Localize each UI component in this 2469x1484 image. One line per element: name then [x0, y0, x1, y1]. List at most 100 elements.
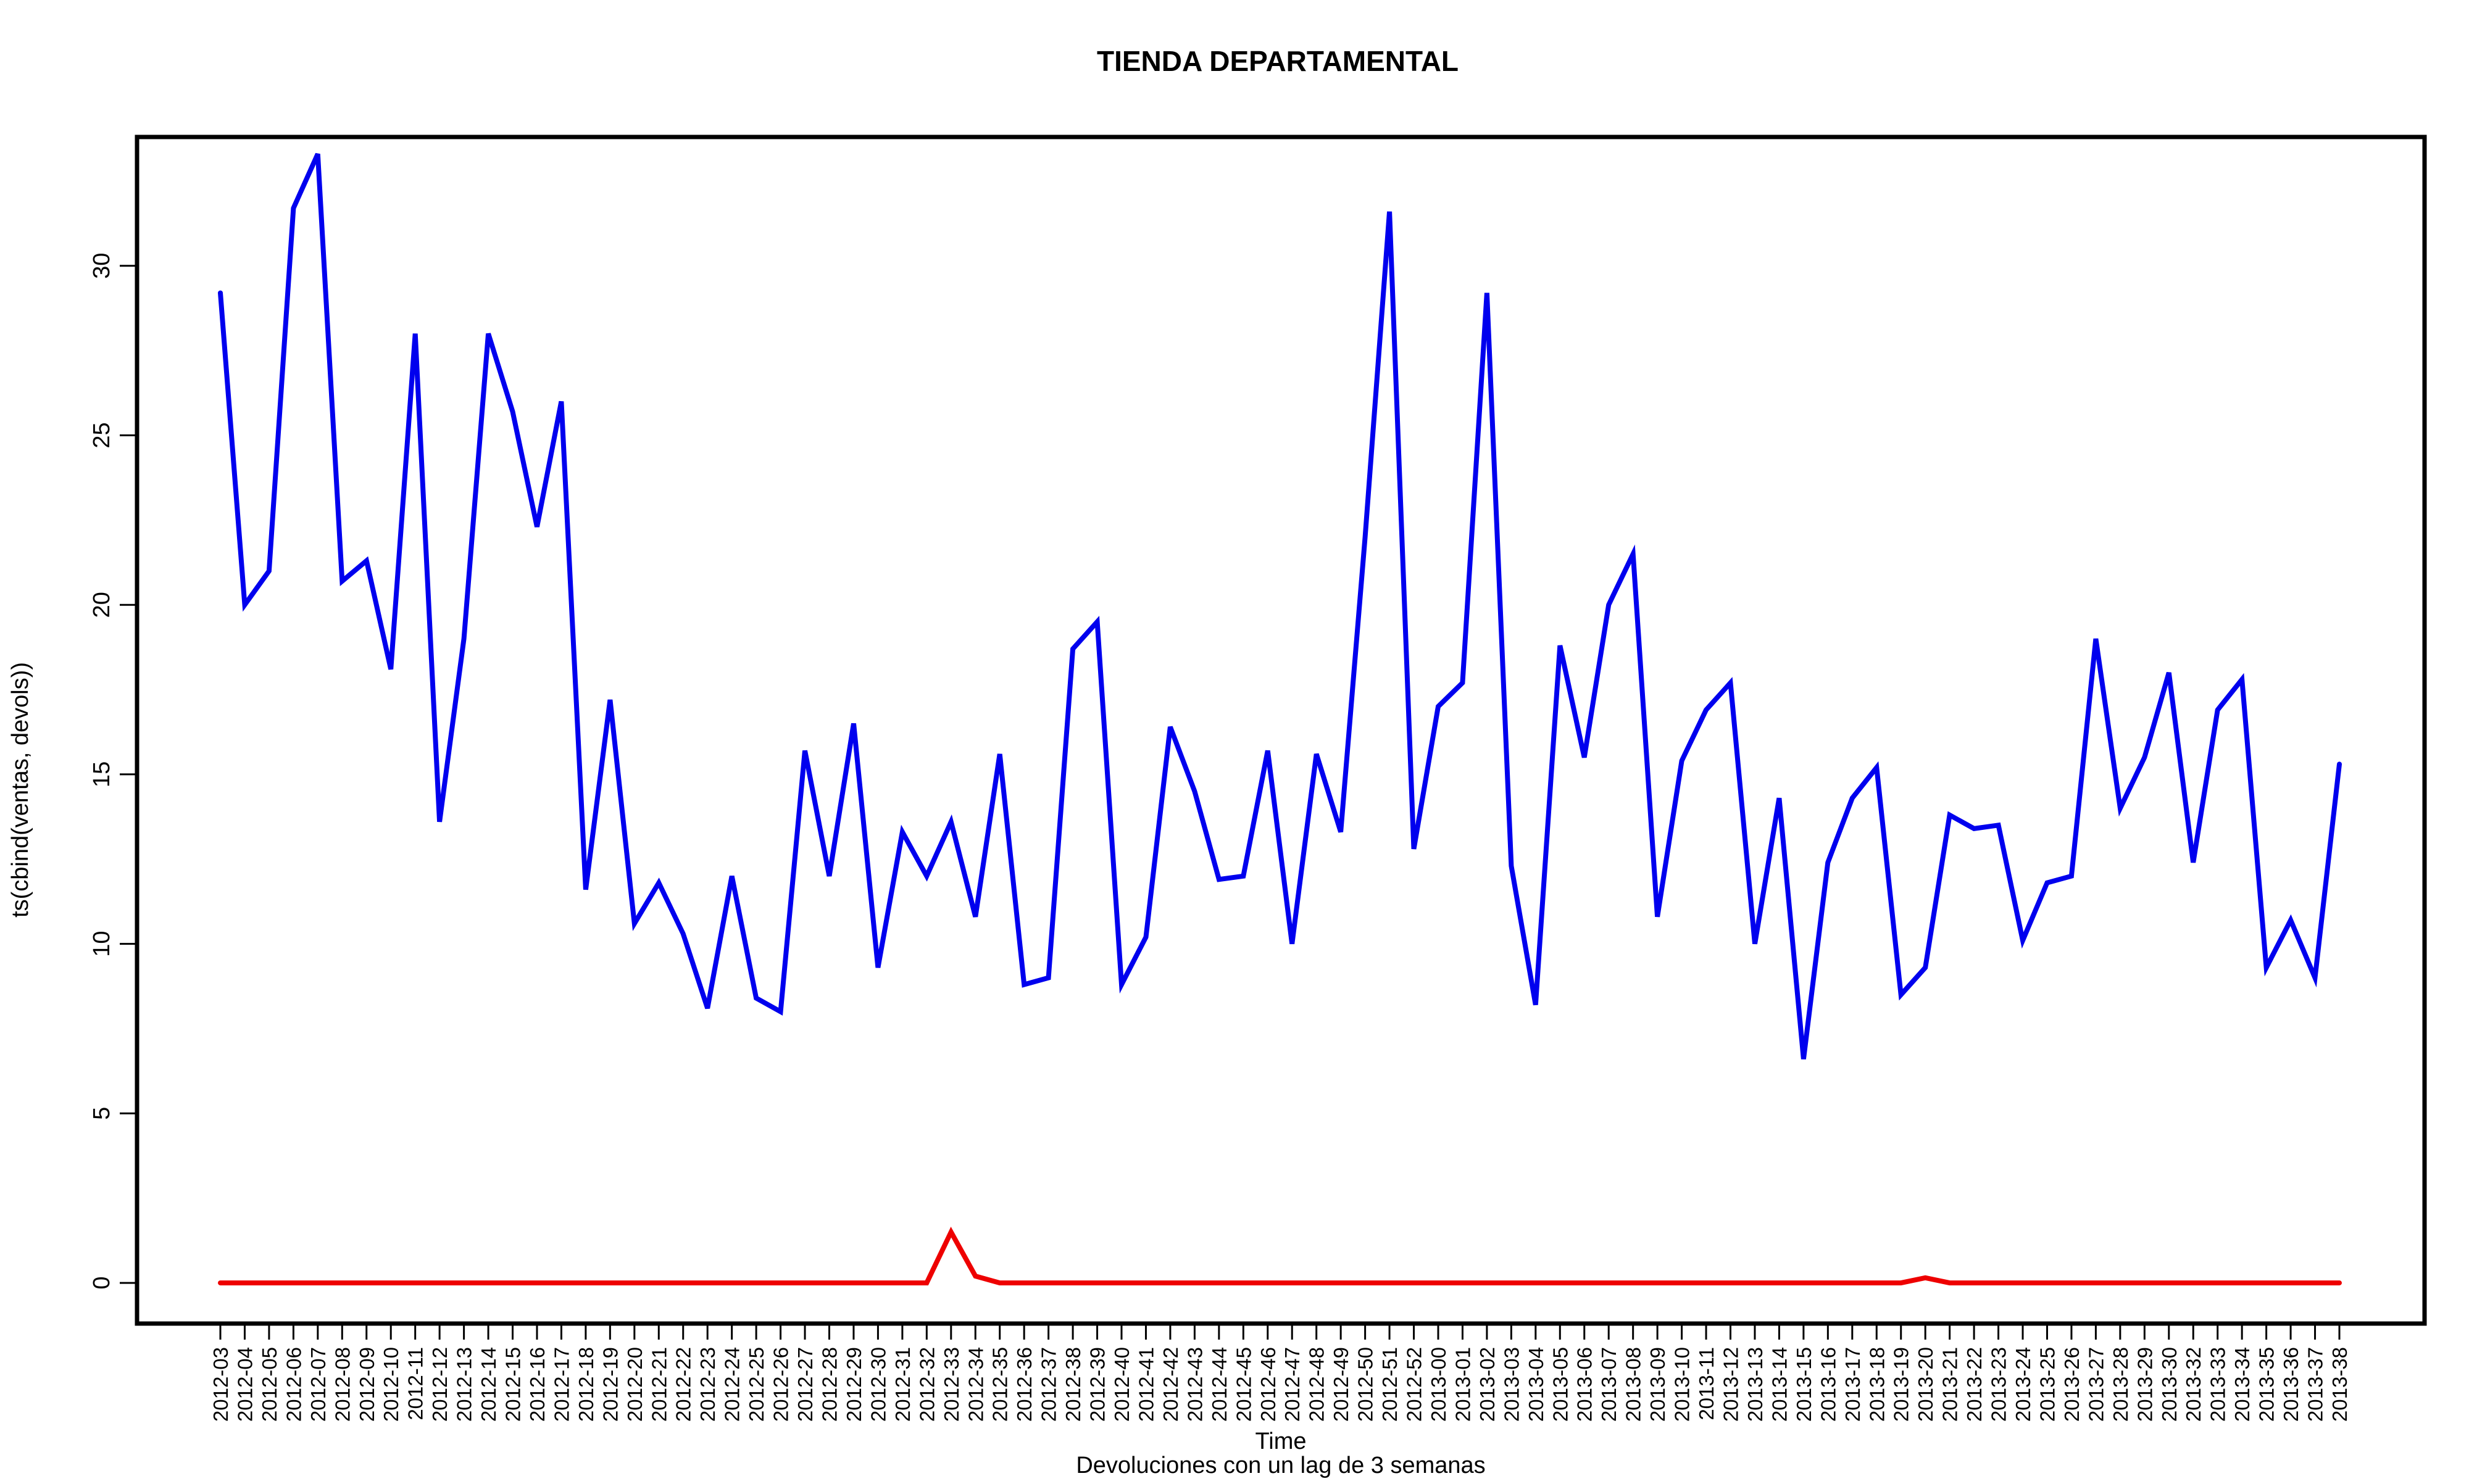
- x-tick-label: 2012-45: [1232, 1347, 1255, 1422]
- x-tick-label: 2012-52: [1403, 1347, 1426, 1422]
- x-tick-label: 2012-35: [989, 1347, 1012, 1422]
- x-tick-label: 2013-36: [2280, 1347, 2302, 1422]
- x-tick-label: 2012-51: [1378, 1347, 1401, 1422]
- x-tick-label: 2013-37: [2304, 1347, 2327, 1422]
- x-tick-label: 2012-40: [1110, 1347, 1133, 1422]
- x-tick-label: 2012-06: [282, 1347, 305, 1422]
- x-tick-label: 2012-12: [428, 1347, 451, 1422]
- x-tick-label: 2013-04: [1525, 1347, 1547, 1422]
- x-tick-label: 2013-13: [1744, 1347, 1767, 1422]
- x-tick-label: 2013-07: [1597, 1347, 1620, 1422]
- x-tick-label: 2012-50: [1354, 1347, 1377, 1422]
- x-tick-label: 2013-28: [2109, 1347, 2132, 1422]
- x-tick-label: 2012-37: [1038, 1347, 1060, 1422]
- x-tick-label: 2012-19: [599, 1347, 622, 1422]
- x-tick-label: 2012-32: [915, 1347, 938, 1422]
- x-tick-label: 2013-17: [1841, 1347, 1864, 1422]
- y-axis-label: ts(cbind(ventas, devols)): [7, 662, 33, 918]
- x-tick-label: 2012-25: [745, 1347, 768, 1422]
- x-tick-label: 2012-10: [380, 1347, 402, 1422]
- x-tick-label: 2013-18: [1865, 1347, 1888, 1422]
- x-tick-label: 2013-24: [2012, 1347, 2034, 1422]
- x-tick-label: 2012-13: [453, 1347, 476, 1422]
- x-tick-label: 2012-04: [233, 1347, 256, 1422]
- series-line-2: [218, 1226, 2342, 1286]
- x-tick-label: 2013-12: [1720, 1347, 1742, 1422]
- x-tick-label: 2012-05: [258, 1347, 281, 1422]
- x-tick-label: 2012-17: [550, 1347, 573, 1422]
- x-tick-label: 2013-20: [1914, 1347, 1937, 1422]
- x-tick-label: 2013-34: [2231, 1347, 2254, 1422]
- x-tick-label: 2013-25: [2036, 1347, 2059, 1422]
- x-tick-label: 2012-03: [209, 1347, 232, 1422]
- x-tick-label: 2012-46: [1257, 1347, 1280, 1422]
- x-tick-label: 2012-14: [477, 1347, 500, 1422]
- y-tick-label: 25: [89, 422, 115, 448]
- y-tick-label: 0: [89, 1276, 115, 1289]
- x-tick-label: 2013-03: [1500, 1347, 1523, 1422]
- x-tick-label: 2012-26: [770, 1347, 793, 1422]
- x-tick-label: 2013-05: [1549, 1347, 1572, 1422]
- x-axis-label: Time: [1255, 1428, 1306, 1454]
- x-tick-label: 2012-24: [721, 1347, 744, 1422]
- series-line-1: [218, 152, 2342, 1059]
- y-tick-label: 10: [89, 931, 115, 956]
- x-tick-label: 2012-08: [331, 1347, 354, 1422]
- x-tick-label: 2012-36: [1013, 1347, 1036, 1422]
- x-tick-label: 2013-00: [1427, 1347, 1450, 1422]
- x-tick-label: 2013-14: [1768, 1347, 1791, 1422]
- x-tick-label: 2012-43: [1183, 1347, 1206, 1422]
- chart-caption: Devoluciones con un lag de 3 semanas: [1076, 1453, 1485, 1478]
- x-tick-label: 2012-09: [356, 1347, 378, 1422]
- y-tick-label: 15: [89, 761, 115, 787]
- x-tick-label: 2013-19: [1890, 1347, 1913, 1422]
- x-tick-label: 2013-29: [2133, 1347, 2156, 1422]
- x-tick-label: 2013-33: [2207, 1347, 2230, 1422]
- x-tick-label: 2012-47: [1281, 1347, 1304, 1422]
- x-tick-label: 2012-49: [1330, 1347, 1352, 1422]
- x-tick-label: 2012-41: [1135, 1347, 1157, 1422]
- x-tick-label: 2012-38: [1062, 1347, 1085, 1422]
- x-tick-label: 2013-21: [1939, 1347, 1962, 1422]
- x-tick-label: 2013-27: [2084, 1347, 2107, 1422]
- x-tick-label: 2013-16: [1817, 1347, 1839, 1422]
- x-tick-label: 2013-22: [1963, 1347, 1986, 1422]
- x-tick-label: 2012-28: [818, 1347, 841, 1422]
- x-tick-label: 2013-38: [2328, 1347, 2351, 1422]
- x-tick-label: 2013-11: [1695, 1347, 1718, 1420]
- x-tick-label: 2012-21: [647, 1347, 670, 1422]
- x-tick-label: 2013-23: [1988, 1347, 2010, 1422]
- x-tick-label: 2012-27: [794, 1347, 817, 1422]
- x-tick-label: 2013-32: [2182, 1347, 2205, 1422]
- y-tick-label: 5: [89, 1107, 115, 1120]
- y-tick-label: 20: [89, 592, 115, 618]
- x-tick-label: 2012-11: [404, 1347, 427, 1420]
- x-tick-label: 2012-33: [940, 1347, 963, 1422]
- x-tick-label: 2013-26: [2060, 1347, 2083, 1422]
- x-tick-label: 2012-20: [623, 1347, 646, 1422]
- x-tick-label: 2013-30: [2158, 1347, 2181, 1422]
- x-tick-label: 2013-08: [1622, 1347, 1645, 1422]
- x-tick-label: 2012-34: [964, 1347, 987, 1422]
- x-tick-label: 2012-39: [1086, 1347, 1109, 1422]
- x-tick-label: 2012-16: [526, 1347, 549, 1422]
- x-tick-label: 2013-01: [1451, 1347, 1474, 1422]
- x-tick-label: 2013-15: [1792, 1347, 1815, 1422]
- x-tick-label: 2012-22: [672, 1347, 695, 1422]
- x-tick-label: 2012-15: [502, 1347, 525, 1422]
- x-tick-label: 2013-10: [1671, 1347, 1694, 1422]
- x-tick-label: 2012-48: [1305, 1347, 1328, 1422]
- y-tick-label: 30: [89, 253, 115, 279]
- x-tick-label: 2013-09: [1646, 1347, 1669, 1422]
- x-tick-label: 2012-23: [696, 1347, 719, 1422]
- x-tick-label: 2012-07: [307, 1347, 330, 1422]
- x-tick-label: 2013-35: [2255, 1347, 2278, 1422]
- x-tick-label: 2012-29: [843, 1347, 865, 1422]
- x-tick-label: 2012-30: [867, 1347, 889, 1422]
- x-tick-label: 2012-44: [1208, 1347, 1231, 1422]
- x-tick-label: 2012-18: [575, 1347, 597, 1422]
- plot-frame: [135, 135, 2427, 1326]
- chart-title: TIENDA DEPARTAMENTAL: [1097, 45, 1459, 77]
- x-tick-label: 2013-06: [1573, 1347, 1596, 1422]
